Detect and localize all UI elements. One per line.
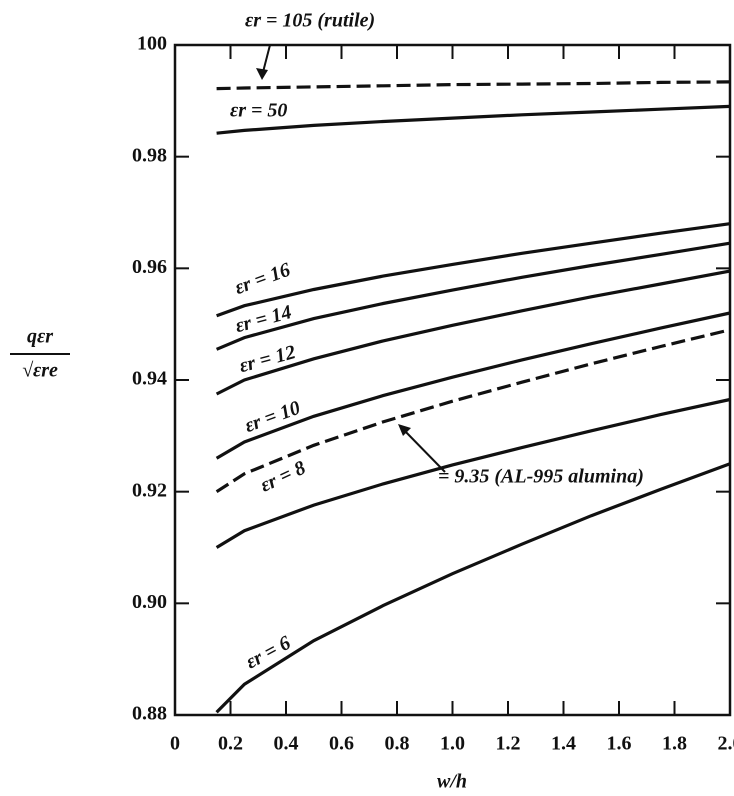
x-tick-label: 2.0 <box>718 733 734 755</box>
y-tick-label: 0.96 <box>132 256 167 278</box>
x-tick-label: 0.8 <box>385 733 410 755</box>
curve <box>217 313 730 458</box>
x-tick-label: 0 <box>170 733 180 755</box>
curve-label: εr = 105 (rutile) <box>245 10 375 32</box>
y-tick-label: 0.92 <box>132 479 167 501</box>
y-label-denominator: √εre <box>22 360 58 382</box>
curve-label: = 9.35 (AL-995 alumina) <box>438 466 644 488</box>
page: qεr √εre w/h 0.88 0.90 0.92 0.94 0.96 0.98 100… <box>0 0 734 796</box>
curve <box>217 243 730 349</box>
x-tick-label: 0.2 <box>218 733 243 755</box>
curve-label: εr = 8 <box>257 457 309 497</box>
x-tick-label: 1.2 <box>496 733 521 755</box>
x-tick-label: 1.6 <box>607 733 632 755</box>
curve <box>217 224 730 316</box>
arrow-head <box>256 68 268 80</box>
curve <box>217 82 730 89</box>
curve-label: εr = 50 <box>230 100 287 122</box>
plot-frame <box>175 45 730 715</box>
y-tick-label: 0.94 <box>132 368 167 390</box>
curve <box>217 106 730 133</box>
y-tick-label: 0.90 <box>132 591 167 613</box>
x-tick-label: 1.4 <box>551 733 576 755</box>
x-tick-label: 1.0 <box>440 733 465 755</box>
curve <box>217 464 730 713</box>
y-label-numerator: qεr <box>27 326 53 348</box>
y-tick-label: 100 <box>137 33 167 55</box>
x-label: w/h <box>437 771 467 793</box>
x-tick-label: 1.8 <box>662 733 687 755</box>
x-tick-label: 0.6 <box>329 733 354 755</box>
curve-label: εr = 16 <box>232 259 293 299</box>
curve <box>217 271 730 394</box>
curve-label: εr = 6 <box>242 632 294 674</box>
x-tick-label: 0.4 <box>274 733 299 755</box>
y-tick-label: 0.98 <box>132 144 167 166</box>
chart: qεr √εre w/h 0.88 0.90 0.92 0.94 0.96 0.98 100… <box>0 0 734 796</box>
y-tick-label: 0.88 <box>132 703 167 725</box>
